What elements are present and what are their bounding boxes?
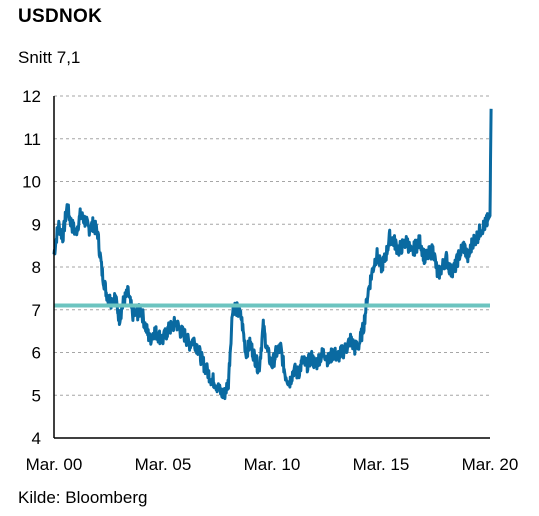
series-group (52, 108, 493, 401)
x-tick-label-3: Mar. 15 (353, 455, 410, 474)
axes (53, 96, 490, 439)
usdnok-series-line (52, 108, 493, 401)
source-note: Kilde: Bloomberg (18, 488, 148, 507)
y-tick-label-6: 6 (32, 344, 41, 363)
y-tick-label-7: 7 (32, 301, 41, 320)
y-tick-label-9: 9 (32, 215, 41, 234)
y-tick-label-8: 8 (32, 258, 41, 277)
y-axis-tick-labels: 4 5 6 7 8 9 10 11 12 (22, 87, 41, 448)
chart-title: USDNOK (18, 6, 103, 27)
y-tick-label-5: 5 (32, 386, 41, 405)
grid-lines (54, 95, 490, 396)
y-tick-label-11: 11 (23, 130, 41, 149)
y-tick-label-10: 10 (22, 173, 41, 192)
x-tick-label-0: Mar. 00 (26, 455, 83, 474)
x-tick-label-2: Mar. 10 (244, 455, 301, 474)
y-tick-label-12: 12 (22, 87, 41, 106)
x-tick-label-1: Mar. 05 (135, 455, 192, 474)
x-tick-label-4: Mar. 20 (462, 455, 519, 474)
x-axis-tick-labels: Mar. 00 Mar. 05 Mar. 10 Mar. 15 Mar. 20 (26, 455, 519, 474)
y-tick-label-4: 4 (32, 429, 41, 448)
chart-subtitle: Snitt 7,1 (18, 48, 81, 67)
